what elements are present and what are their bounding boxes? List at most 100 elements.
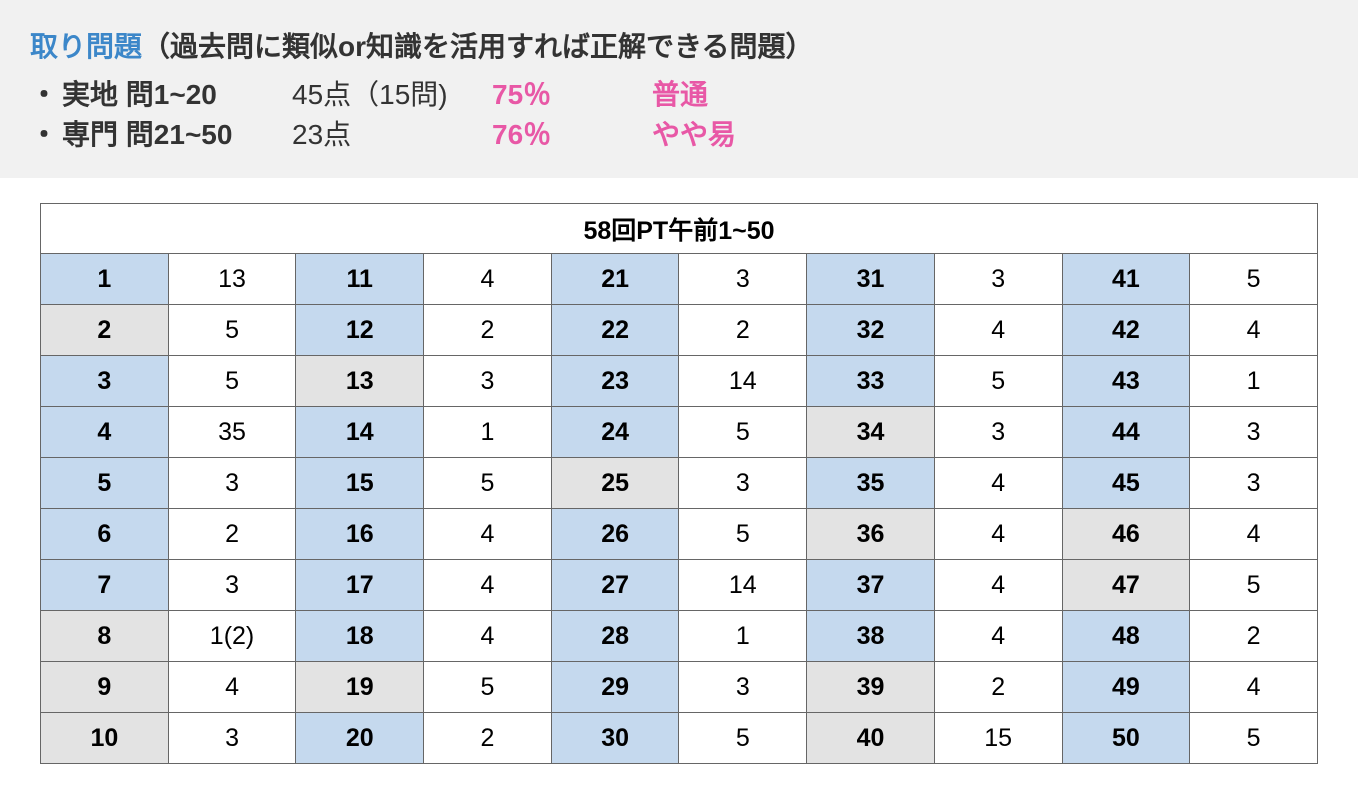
- table-row: 731742714374475: [41, 560, 1318, 611]
- table-row: 113114213313415: [41, 254, 1318, 305]
- answer-value: 15: [934, 713, 1062, 764]
- question-number: 17: [296, 560, 424, 611]
- question-number: 30: [551, 713, 679, 764]
- line1-points: 45点（15問): [292, 73, 492, 113]
- question-number: 50: [1062, 713, 1190, 764]
- question-number: 44: [1062, 407, 1190, 458]
- line1-label: 実地 問1~20: [62, 73, 292, 113]
- question-number: 41: [1062, 254, 1190, 305]
- question-number: 46: [1062, 509, 1190, 560]
- answer-value: 5: [679, 713, 807, 764]
- question-number: 13: [296, 356, 424, 407]
- line2-points: 23点: [292, 113, 492, 153]
- question-number: 1: [41, 254, 169, 305]
- question-number: 19: [296, 662, 424, 713]
- answer-value: 5: [1190, 254, 1318, 305]
- answer-value: 4: [934, 458, 1062, 509]
- answer-value: 2: [424, 713, 552, 764]
- table-row: 435141245343443: [41, 407, 1318, 458]
- question-number: 16: [296, 509, 424, 560]
- answer-value: 4: [424, 560, 552, 611]
- question-number: 15: [296, 458, 424, 509]
- line1-percent: 75％: [492, 73, 652, 113]
- question-number: 28: [551, 611, 679, 662]
- question-number: 48: [1062, 611, 1190, 662]
- summary-line-1: ・ 実地 問1~20 45点（15問) 75％ 普通: [30, 73, 1328, 113]
- bullet: ・: [30, 73, 58, 113]
- answer-value: 3: [424, 356, 552, 407]
- question-number: 34: [807, 407, 935, 458]
- answer-value: 4: [1190, 305, 1318, 356]
- question-number: 32: [807, 305, 935, 356]
- answer-table: 58回PT午前1~50 1131142133134152512222232442…: [40, 203, 1318, 764]
- question-number: 4: [41, 407, 169, 458]
- table-row: 53155253354453: [41, 458, 1318, 509]
- answer-value: 4: [934, 611, 1062, 662]
- answer-value: 5: [424, 458, 552, 509]
- question-number: 11: [296, 254, 424, 305]
- question-number: 26: [551, 509, 679, 560]
- question-number: 21: [551, 254, 679, 305]
- answer-value: 5: [168, 356, 296, 407]
- answer-value: 4: [424, 611, 552, 662]
- answer-value: 3: [168, 458, 296, 509]
- question-number: 38: [807, 611, 935, 662]
- answer-value: 5: [679, 509, 807, 560]
- answer-value: 4: [424, 254, 552, 305]
- question-number: 39: [807, 662, 935, 713]
- question-number: 27: [551, 560, 679, 611]
- question-number: 18: [296, 611, 424, 662]
- table-row: 1032023054015505: [41, 713, 1318, 764]
- bullet: ・: [30, 113, 58, 153]
- question-number: 22: [551, 305, 679, 356]
- answer-value: 2: [168, 509, 296, 560]
- answer-value: 13: [168, 254, 296, 305]
- question-number: 9: [41, 662, 169, 713]
- answer-value: 4: [934, 509, 1062, 560]
- question-number: 35: [807, 458, 935, 509]
- summary-line-2: ・ 専門 問21~50 23点 76％ やや易: [30, 113, 1328, 153]
- table-row: 62164265364464: [41, 509, 1318, 560]
- title-suffix: （過去問に類似or知識を活用すれば正解できる問題）: [142, 31, 813, 62]
- title-prefix: 取り問題: [30, 31, 142, 62]
- line2-difficulty: やや易: [652, 113, 736, 153]
- answer-value: 4: [934, 305, 1062, 356]
- answer-value: 5: [424, 662, 552, 713]
- question-number: 33: [807, 356, 935, 407]
- question-number: 25: [551, 458, 679, 509]
- answer-value: 4: [168, 662, 296, 713]
- answer-value: 4: [1190, 662, 1318, 713]
- question-number: 23: [551, 356, 679, 407]
- answer-value: 4: [424, 509, 552, 560]
- question-number: 5: [41, 458, 169, 509]
- answer-value: 3: [679, 662, 807, 713]
- question-number: 31: [807, 254, 935, 305]
- answer-value: 2: [679, 305, 807, 356]
- question-number: 42: [1062, 305, 1190, 356]
- answer-value: 3: [934, 407, 1062, 458]
- question-number: 37: [807, 560, 935, 611]
- question-number: 24: [551, 407, 679, 458]
- question-number: 49: [1062, 662, 1190, 713]
- question-number: 12: [296, 305, 424, 356]
- answer-value: 3: [168, 713, 296, 764]
- answer-value: 3: [679, 458, 807, 509]
- answer-value: 1(2): [168, 611, 296, 662]
- line1-difficulty: 普通: [652, 73, 708, 113]
- answer-table-wrap: 58回PT午前1~50 1131142133134152512222232442…: [0, 203, 1358, 794]
- question-number: 6: [41, 509, 169, 560]
- answer-value: 3: [679, 254, 807, 305]
- answer-value: 5: [679, 407, 807, 458]
- answer-value: 5: [168, 305, 296, 356]
- answer-value: 1: [1190, 356, 1318, 407]
- table-row: 351332314335431: [41, 356, 1318, 407]
- question-number: 3: [41, 356, 169, 407]
- table-row: 81(2)184281384482: [41, 611, 1318, 662]
- answer-value: 2: [1190, 611, 1318, 662]
- question-number: 40: [807, 713, 935, 764]
- answer-value: 2: [934, 662, 1062, 713]
- answer-value: 2: [424, 305, 552, 356]
- answer-value: 4: [934, 560, 1062, 611]
- question-number: 20: [296, 713, 424, 764]
- answer-value: 5: [934, 356, 1062, 407]
